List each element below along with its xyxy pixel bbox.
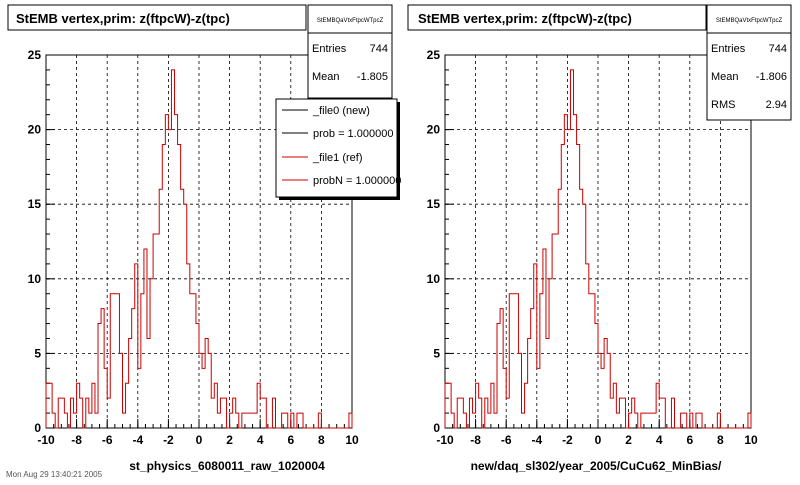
- right-x-axis-label: new/daq_sl302/year_2005/CuCu62_MinBias/: [471, 459, 722, 473]
- right-y-tick-label: 20: [427, 123, 441, 137]
- right-x-tick-label: 4: [656, 433, 663, 447]
- left-x-tick-label: 10: [345, 433, 359, 447]
- right-y-tick-label: 0: [433, 421, 440, 435]
- left-stats-entries-value: 744: [370, 43, 388, 55]
- left-x-tick-label: 2: [226, 433, 233, 447]
- right-x-tick-label: 10: [744, 433, 758, 447]
- legend-entry-3: probN = 1.000000: [313, 175, 401, 187]
- right-stats-name: StEMBQaVtxFtpcWTpcZ: [716, 18, 783, 24]
- left-y-tick-label: 20: [28, 123, 42, 137]
- right-stats-box: StEMBQaVtxFtpcWTpcZ Entries 744 Mean -1.…: [706, 4, 792, 121]
- right-plot-content: -10 -8 -6 -4 -2 0 2 4 6 8 10 0 5 10 15 20 25: [427, 48, 758, 447]
- footer-timestamp: Mon Aug 29 13:40:21 2005: [6, 470, 103, 479]
- right-x-tick-label: 8: [717, 433, 724, 447]
- right-stats-rms-label: RMS: [711, 99, 735, 111]
- left-x-tick-label: -10: [37, 433, 55, 447]
- right-histogram-panel: StEMB vertex,prim: z(ftpcW)-z(tpc) -10 -8…: [407, 4, 792, 473]
- right-x-tick-label: -6: [501, 433, 512, 447]
- left-title: StEMB vertex,prim: z(ftpcW)-z(tpc): [16, 11, 230, 26]
- left-stats-box: StEMBQaVtxFtpcWTpcZ Entries 744 Mean -1.…: [307, 4, 393, 99]
- left-stats-name: StEMBQaVtxFtpcWTpcZ: [317, 18, 384, 24]
- left-x-tick-label: -2: [163, 433, 174, 447]
- left-stats-mean-value: -1.805: [357, 71, 388, 83]
- right-histogram-series: [444, 69, 752, 429]
- left-x-tick-label: 8: [318, 433, 325, 447]
- left-x-tick-label: -8: [71, 433, 82, 447]
- left-histogram-panel: StEMB vertex,prim: z(ftpcW)-z(tpc) -10 -8…: [7, 4, 401, 473]
- left-y-tick-label: 25: [28, 48, 42, 62]
- right-stats-entries-value: 744: [769, 43, 787, 55]
- right-y-tick-label: 5: [433, 346, 440, 360]
- left-x-axis-label: st_physics_6080011_raw_1020004: [129, 459, 325, 473]
- right-stats-entries-label: Entries: [711, 43, 746, 55]
- legend-entry-2: _file1 (ref): [312, 152, 363, 164]
- left-legend: _file0 (new) prob = 1.000000 _file1 (ref…: [275, 98, 401, 200]
- left-stats-entries-label: Entries: [312, 43, 347, 55]
- right-x-tick-label: -4: [531, 433, 542, 447]
- right-stats-mean-label: Mean: [711, 71, 739, 83]
- right-x-tick-label: -2: [562, 433, 573, 447]
- right-y-tick-label: 25: [427, 48, 441, 62]
- left-x-tick-label: -6: [102, 433, 113, 447]
- left-y-tick-label: 15: [28, 197, 42, 211]
- right-stats-mean-value: -1.806: [756, 71, 787, 83]
- right-y-tick-label: 10: [427, 272, 441, 286]
- right-title-box: [407, 4, 707, 31]
- right-x-tick-label: 6: [686, 433, 693, 447]
- left-y-tick-label: 5: [34, 346, 41, 360]
- legend-entry-1: prob = 1.000000: [313, 128, 393, 140]
- left-histogram-series: [45, 69, 353, 429]
- right-title: StEMB vertex,prim: z(ftpcW)-z(tpc): [418, 11, 632, 26]
- legend-entry-0: _file0 (new): [312, 105, 370, 117]
- left-x-tick-label: -4: [132, 433, 143, 447]
- right-x-tick-label: 2: [625, 433, 632, 447]
- left-x-tick-label: 0: [196, 433, 203, 447]
- right-x-tick-label: -10: [436, 433, 454, 447]
- left-x-tick-label: 6: [287, 433, 294, 447]
- right-stats-rms-value: 2.94: [766, 99, 787, 111]
- left-y-tick-label: 0: [34, 421, 41, 435]
- right-x-tick-label: -8: [470, 433, 481, 447]
- right-x-tick-label: 0: [595, 433, 602, 447]
- left-title-box: [7, 4, 307, 31]
- right-y-tick-label: 15: [427, 197, 441, 211]
- left-stats-mean-label: Mean: [312, 71, 340, 83]
- left-x-tick-label: 4: [257, 433, 264, 447]
- left-y-tick-label: 10: [28, 272, 42, 286]
